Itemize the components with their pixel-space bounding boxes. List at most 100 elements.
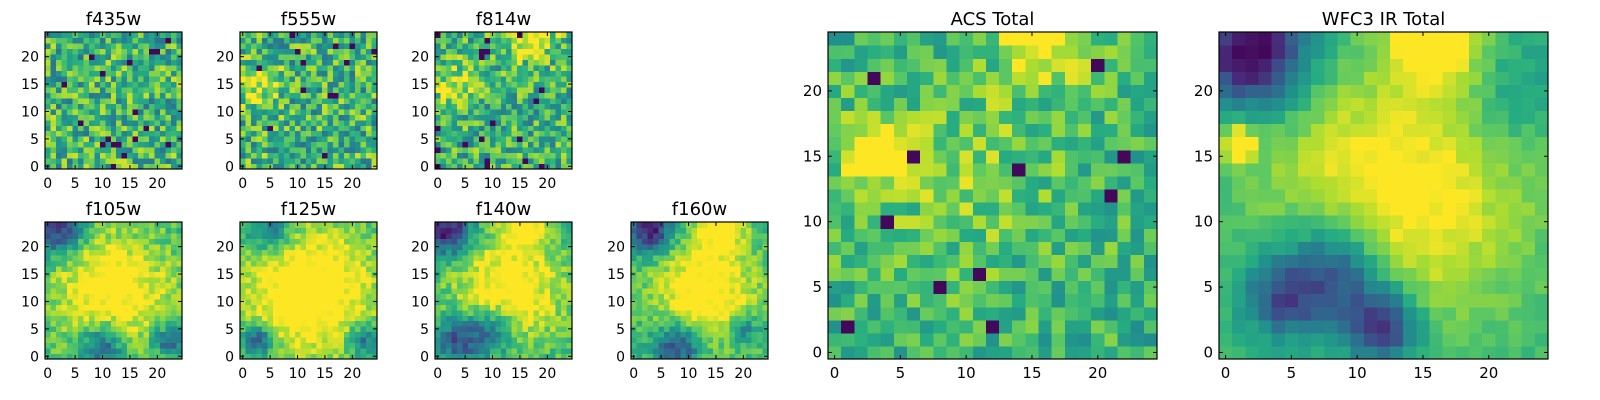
heatmap-cell [333,293,340,300]
heatmap-cell [663,238,670,245]
heatmap-cell [300,342,307,349]
heatmap-cell [371,293,378,300]
heatmap-cell [696,287,703,294]
heatmap-cell [94,125,101,132]
heatmap-cell [658,227,665,234]
heatmap-cell [933,188,948,203]
heatmap-cell [478,282,485,289]
heatmap-cell [544,53,551,60]
heatmap-cell [305,75,312,82]
heatmap-cell [674,298,681,305]
heatmap-cell [289,315,296,322]
heatmap-cell [45,75,52,82]
heatmap-cell [669,353,676,360]
heatmap-cell [176,232,183,240]
heatmap-cell [349,265,356,272]
heatmap-cell [261,59,268,66]
heatmap-cell [533,293,540,300]
heatmap-cell [250,227,258,234]
heatmap-cell [445,119,453,126]
heatmap-cell [478,260,485,267]
heatmap-cell [467,227,474,234]
heatmap-cell [500,254,507,261]
heatmap-cell [506,97,513,104]
heatmap-cell [349,254,356,261]
heatmap-cell [333,232,340,240]
heatmap-cell [746,331,753,338]
x-tick-label: 5 [71,176,80,192]
heatmap-cell [500,315,507,322]
heatmap-cell [555,147,562,154]
heatmap-cell [305,53,312,60]
heatmap-cell [50,320,57,327]
heatmap-cell [1051,228,1066,242]
heatmap-cell [105,163,112,170]
heatmap-cell [316,232,323,240]
heatmap-cell [740,315,747,322]
heatmap-cell [344,53,351,60]
heatmap-cell [702,309,709,316]
heatmap-cell [528,238,535,245]
heatmap-cell [94,348,101,355]
heatmap-cell [478,130,485,137]
heatmap-cell [110,254,117,261]
heatmap-cell [256,320,263,327]
heatmap-cell [272,97,279,104]
heatmap-cell [338,298,345,305]
heatmap-cell [445,326,453,333]
heatmap-cell [680,260,687,267]
x-tick-label: 0 [433,176,442,192]
heatmap-cell [61,331,68,338]
heatmap-cell [283,75,290,82]
heatmap-cell [544,158,551,165]
heatmap-cell [283,254,290,261]
heatmap-cell [99,119,106,126]
heatmap-cell [473,75,480,82]
heatmap-cell [50,97,57,104]
heatmap-cell [77,59,84,66]
heatmap-cell [1051,202,1066,216]
heatmap-cell [88,141,95,148]
heatmap-cell [451,81,458,88]
heatmap-cell [751,326,758,333]
heatmap-cell [669,276,676,283]
heatmap-cell [735,232,742,240]
heatmap-cell [105,315,112,322]
heatmap-cell [127,141,134,148]
heatmap-cell [355,326,362,333]
heatmap-cell [311,315,318,322]
heatmap-cell [473,309,480,316]
heatmap-cell [245,353,252,360]
heatmap-cell [972,175,987,190]
heatmap-cell [245,147,252,154]
heatmap-cell [511,37,518,44]
heatmap-cell [713,249,720,256]
heatmap-cell [116,243,123,250]
heatmap-cell [539,293,546,300]
heatmap-cell [522,119,529,126]
heatmap-cell [445,298,453,305]
heatmap-cell [171,249,178,256]
heatmap-cell [435,119,442,126]
heatmap-cell [462,331,469,338]
heatmap-cell [366,64,373,71]
heatmap-cell [544,119,551,126]
heatmap-cell [511,108,518,115]
heatmap-cell [360,238,367,245]
heatmap-cell [338,136,345,143]
heatmap-cell [707,276,714,283]
heatmap-cell [94,331,101,338]
heatmap-cell [828,306,842,321]
heatmap-cell [138,37,145,44]
heatmap-cell [311,331,318,338]
heatmap-cell [278,136,285,143]
x-tick-label: 5 [461,176,470,192]
heatmap-cell [718,293,725,300]
heatmap-cell [999,202,1013,216]
heatmap-cell [1117,175,1132,190]
heatmap-cell [149,37,156,44]
heatmap-cell [1104,267,1119,282]
heatmap-cell [165,353,172,360]
heatmap-cell [333,254,340,261]
heatmap-cell [121,37,128,44]
